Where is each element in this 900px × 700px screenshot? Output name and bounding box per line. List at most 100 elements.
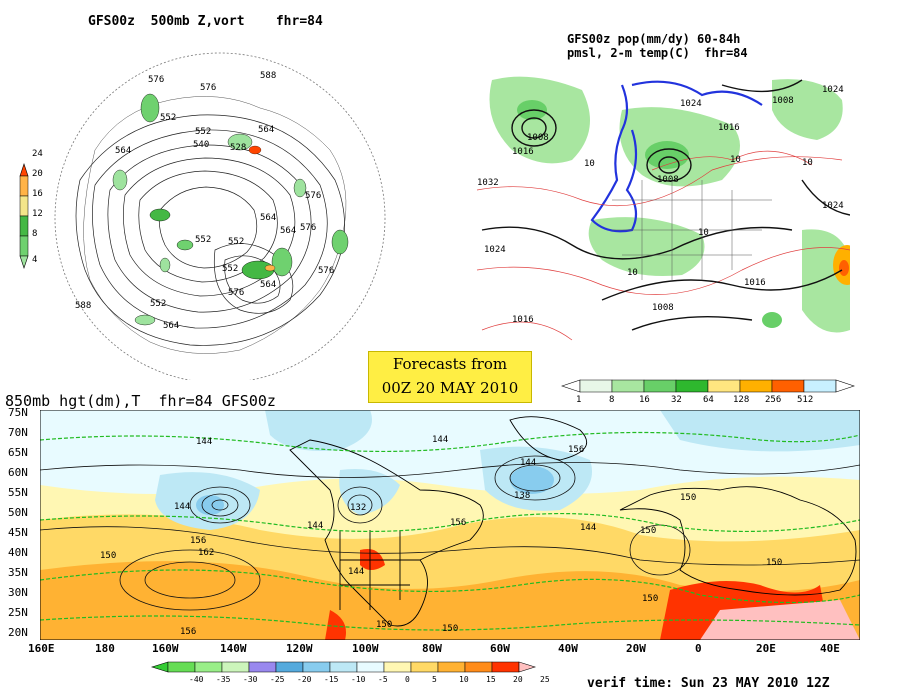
contour-label: 156: [568, 445, 584, 455]
contour-label: 1016: [718, 123, 740, 133]
panel-850mb-map: 144 144 144 132 144 156 162 156 144 150 …: [40, 410, 860, 640]
lon-label: 20E: [756, 642, 776, 655]
polar-disk: 576 588 564 552 540 528 564 576 552 564 …: [54, 52, 386, 380]
lat-label: 40N: [8, 546, 28, 559]
contour-label: 576: [200, 83, 216, 93]
contour-label: 576: [228, 288, 244, 298]
lat-label: 20N: [8, 626, 28, 639]
lat-label: 60N: [8, 466, 28, 479]
lat-label: 30N: [8, 586, 28, 599]
panel-precip-map: 1024 1008 1016 1008 1016 1024 1008 1024 …: [472, 70, 850, 350]
colorbar-swatch: [383, 661, 412, 673]
contour-label: 150: [100, 551, 116, 561]
contour-label: 564: [163, 321, 179, 331]
contour-label: 576: [318, 266, 334, 276]
colorbar-swatch: [329, 661, 358, 673]
colorbar-tick: 25: [540, 675, 550, 684]
lat-label: 55N: [8, 486, 28, 499]
contour-label: 564: [260, 213, 276, 223]
colorbar-arrow-high: [518, 661, 537, 673]
contour-label: 10: [584, 159, 595, 169]
lat-label: 50N: [8, 506, 28, 519]
colorbar-arrow-low: [150, 661, 169, 673]
colorbar-tick: 256: [765, 395, 781, 405]
contour-label: 150: [766, 558, 782, 568]
colorbar-swatch: [221, 661, 250, 673]
colorbar-tick: 5: [432, 675, 437, 684]
contour-label: 132: [350, 503, 366, 513]
colorbar-tick: 64: [703, 395, 714, 405]
panel-500mb-title: GFS00z 500mb Z,vort fhr=84: [88, 14, 323, 29]
contour-label: 564: [115, 146, 131, 156]
colorbar-tick: 20: [32, 169, 43, 179]
temperature-colorbar: -40 -35 -30 -25 -20 -15 -10 -5 0 5 10 15 20 25: [150, 661, 550, 684]
contour-label: 588: [75, 301, 91, 311]
contour-label: 150: [442, 624, 458, 634]
colorbar-tick: -35: [216, 675, 231, 684]
lon-label: 40W: [558, 642, 578, 655]
contour-label: 588: [260, 71, 276, 81]
lat-label: 45N: [8, 526, 28, 539]
contour-label: 156: [190, 536, 206, 546]
contour-label: 138: [514, 491, 530, 501]
vorticity-colorbar: 24 20 16 12 8 4: [19, 149, 43, 269]
colorbar-swatch: [356, 661, 385, 673]
contour-label: 156: [180, 627, 196, 637]
lon-label: 160W: [152, 642, 179, 655]
contour-label: 144: [174, 502, 190, 512]
contour-label: 1008: [772, 96, 794, 106]
colorbar-swatch: [491, 661, 520, 673]
contour-label: 1008: [527, 133, 549, 143]
colorbar-tick: 20: [513, 675, 523, 684]
contour-label: 1024: [822, 85, 844, 95]
contour-label: 1016: [512, 315, 534, 325]
colorbar-swatch: [410, 661, 439, 673]
colorbar-tick: 24: [32, 149, 43, 159]
colorbar-tick: 1: [576, 395, 581, 405]
contour-label: 1008: [657, 175, 679, 185]
contour-label: 10: [627, 268, 638, 278]
colorbar-tick: 16: [32, 189, 43, 199]
panel-precip-title-line2: pmsl, 2-m temp(C) fhr=84: [567, 46, 748, 60]
colorbar-tick: -40: [189, 675, 204, 684]
lon-label: 160E: [28, 642, 55, 655]
panel-precip-title-line1: GFS00z pop(mm/dy) 60-84h: [567, 32, 741, 46]
panel-850mb-title: 850mb hgt(dm),T fhr=84 GFS00z: [5, 392, 276, 410]
colorbar-tick: 16: [639, 395, 650, 405]
contour-label: 1016: [744, 278, 766, 288]
lon-label: 140W: [220, 642, 247, 655]
contour-label: 150: [680, 493, 696, 503]
colorbar-swatch: [302, 661, 331, 673]
contour-label: 552: [222, 264, 238, 274]
contour-label: 1024: [822, 201, 844, 211]
lon-label: 40E: [820, 642, 840, 655]
contour-label: 144: [196, 437, 212, 447]
contour-label: 564: [260, 280, 276, 290]
contour-label: 1032: [477, 178, 499, 188]
lon-label: 120W: [286, 642, 313, 655]
lat-label: 75N: [8, 406, 28, 419]
contour-label: 552: [228, 237, 244, 247]
lon-label: 100W: [352, 642, 379, 655]
colorbar-tick: 512: [797, 395, 813, 405]
contour-label: 576: [305, 191, 321, 201]
contour-label: 552: [195, 235, 211, 245]
contour-label: 1016: [512, 147, 534, 157]
precip-colorbar: 1 8 16 32 64 128 256 512: [561, 379, 855, 405]
lat-label: 70N: [8, 426, 28, 439]
contour-label: 552: [160, 113, 176, 123]
colorbar-swatch: [437, 661, 466, 673]
colorbar-tick: 4: [32, 255, 37, 265]
colorbar-tick: 128: [733, 395, 749, 405]
contour-label: 144: [580, 523, 596, 533]
contour-label: 576: [148, 75, 164, 85]
colorbar-swatch: [464, 661, 493, 673]
lon-label: 60W: [490, 642, 510, 655]
colorbar-tick: 8: [32, 229, 37, 239]
colorbar-tick: 0: [405, 675, 410, 684]
colorbar-swatch: [248, 661, 277, 673]
contour-label: 10: [802, 158, 813, 168]
contour-label: 144: [348, 567, 364, 577]
contour-label: 150: [376, 620, 392, 630]
colorbar-tick: -25: [270, 675, 285, 684]
